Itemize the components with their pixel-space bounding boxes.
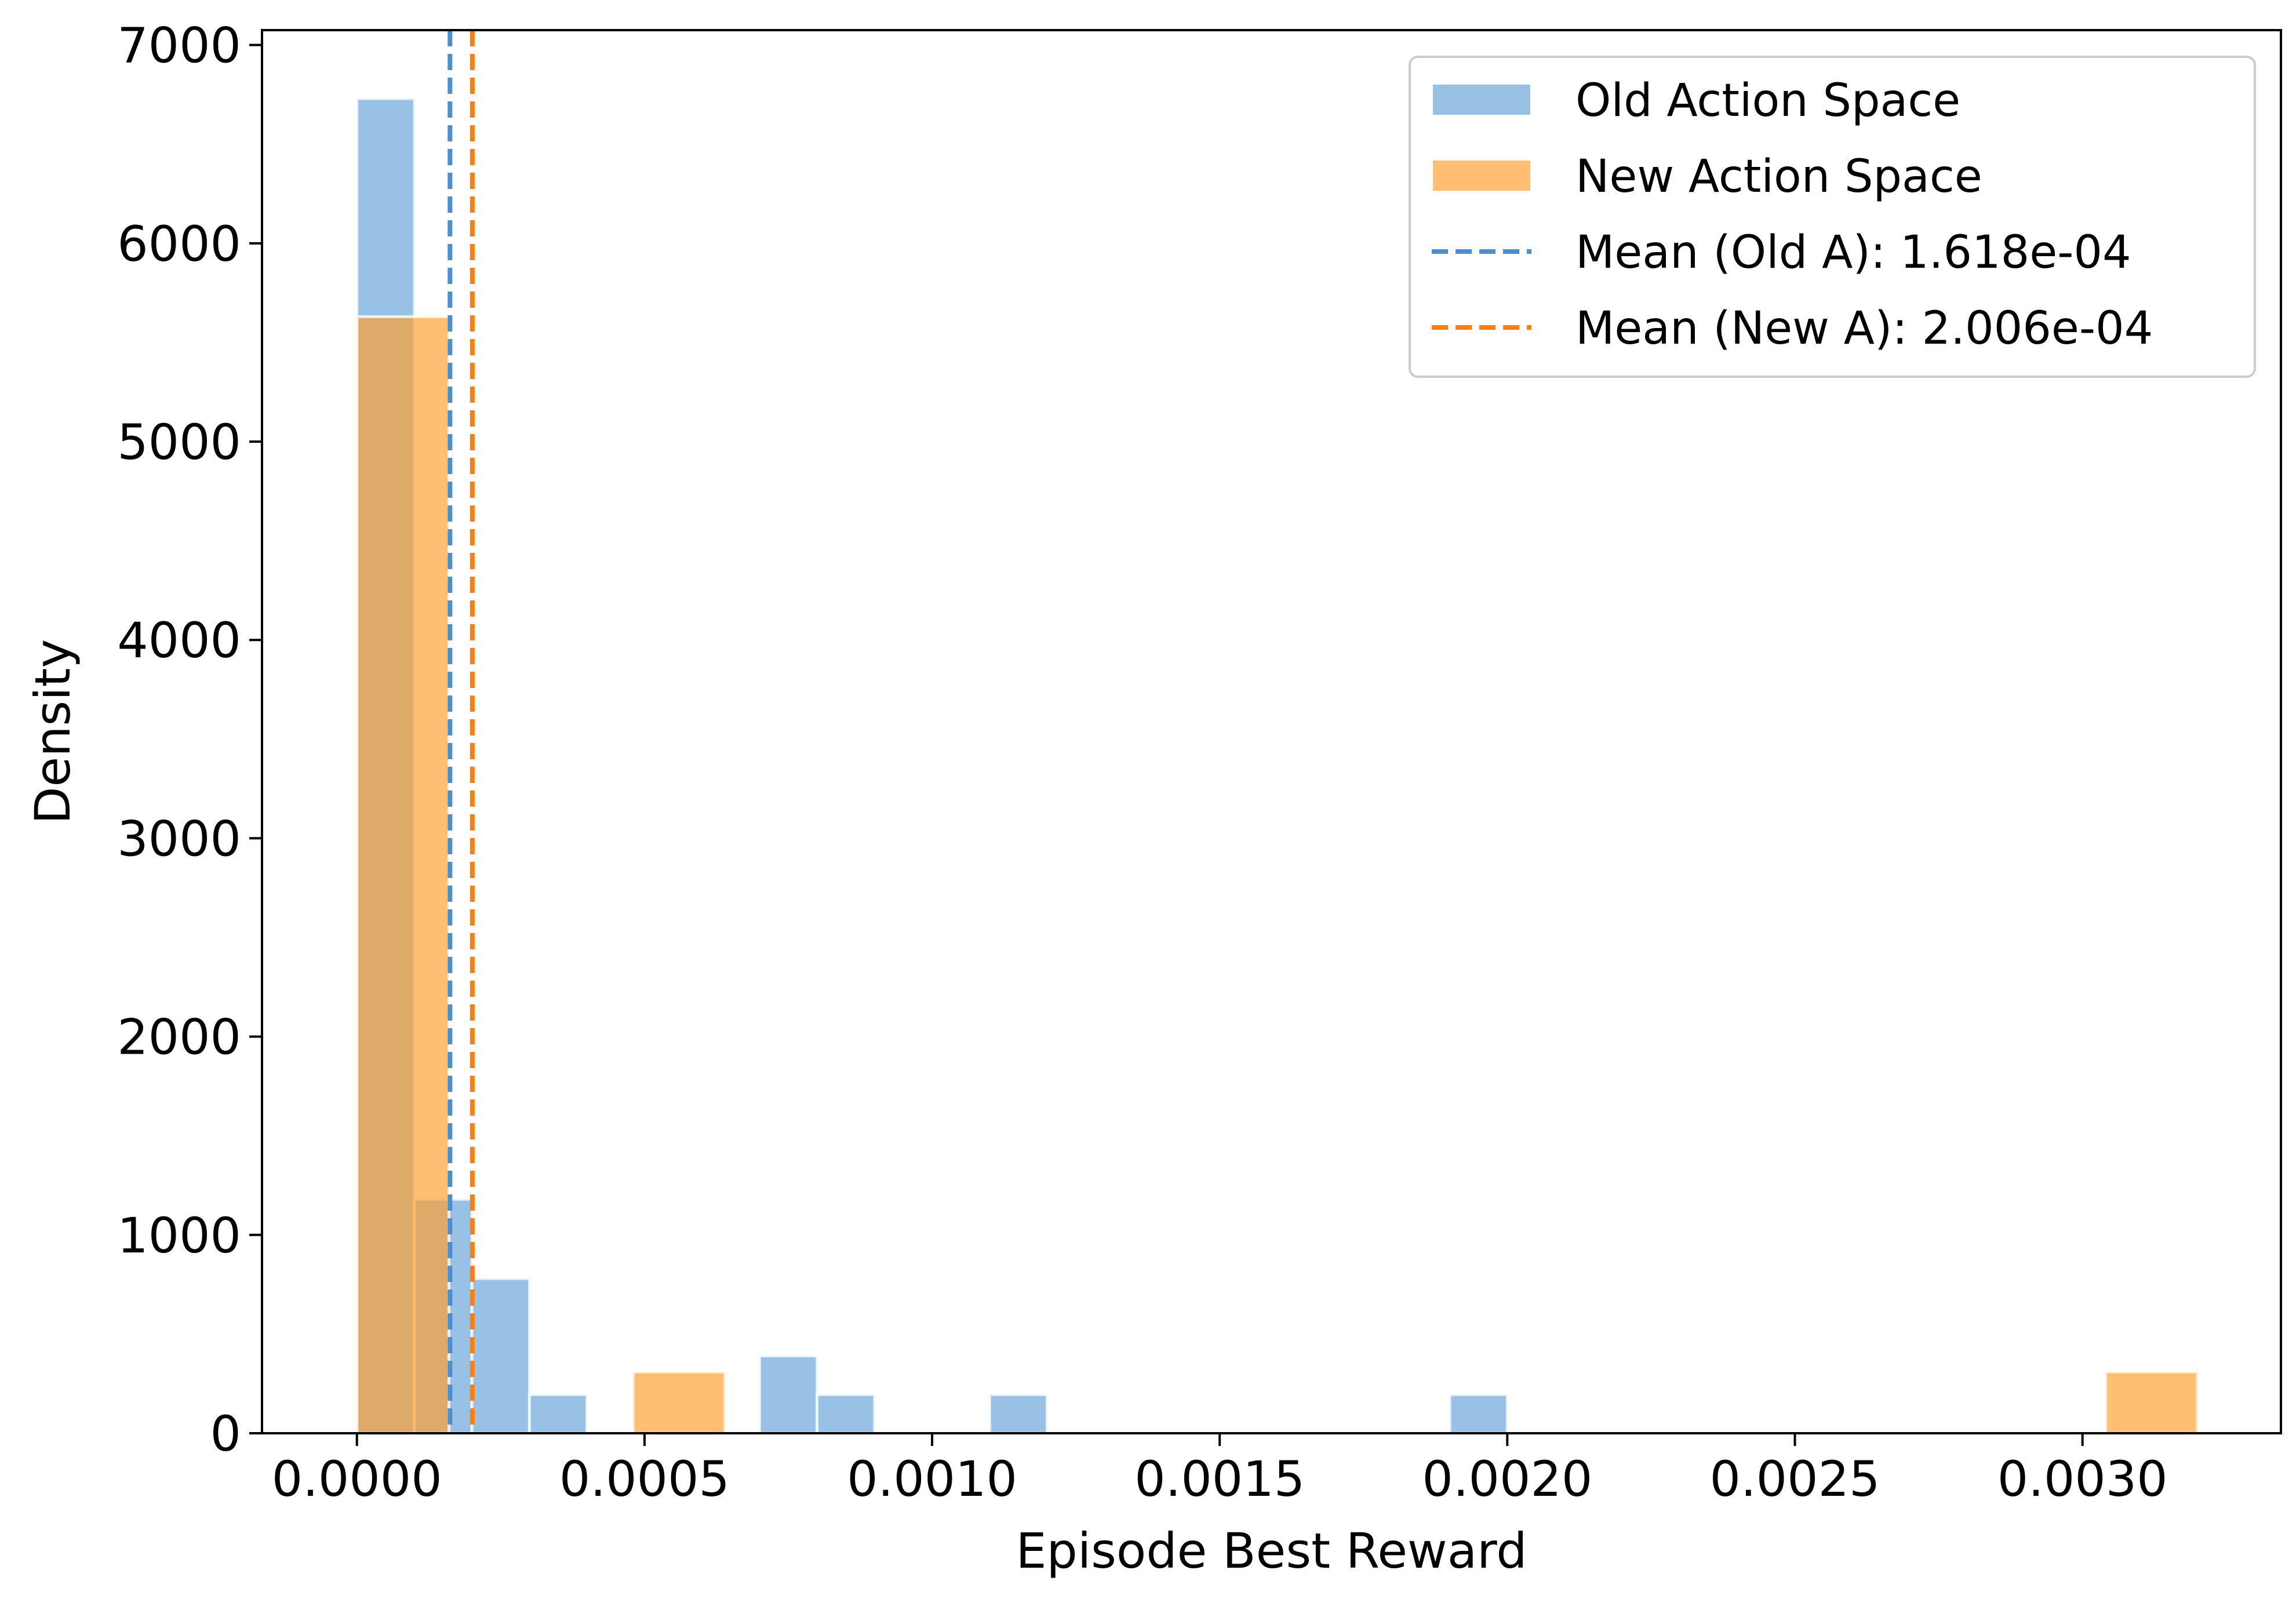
x-tick-label: 0.0000 [272,1451,442,1507]
mean-lines [447,30,475,1433]
legend-label: Mean (New A): 2.006e-04 [1575,303,2153,355]
legend-label: Old Action Space [1575,75,1960,127]
old-action-space-bars [355,97,1509,1435]
y-tick-label: 0 [210,1405,241,1462]
y-tick-label: 6000 [117,216,241,272]
legend-swatch [1431,158,1533,193]
x-tick-label: 0.0020 [1422,1451,1592,1507]
legend-swatch [1431,82,1533,117]
histogram-bar [470,1277,531,1435]
histogram-bar [988,1393,1049,1435]
histogram-bar [1448,1393,1509,1435]
y-tick-label: 3000 [117,810,241,867]
x-tick-label: 0.0025 [1710,1451,1880,1507]
y-tick-label: 5000 [117,414,241,471]
y-axis-ticks: 0 1000 2000 3000 4000 5000 6000 7000 [117,17,262,1462]
x-tick-label: 0.0005 [559,1451,730,1507]
histogram-bar [758,1354,819,1435]
y-tick-label: 2000 [117,1009,241,1066]
new-action-space-bars [355,315,2199,1435]
x-axis-ticks: 0.0000 0.0005 0.0010 0.0015 0.0020 0.0025 0.00… [272,1433,2168,1507]
legend-label: New Action Space [1575,151,1982,203]
histogram-bar [631,1370,727,1435]
legend: Old Action Space New Action Space Mean (Ol… [1409,56,2256,378]
legend-box [1409,56,2256,378]
x-tick-label: 0.0010 [847,1451,1017,1507]
y-axis-title: Density [24,639,81,824]
y-tick-label: 7000 [117,17,241,74]
histogram-bar [816,1393,876,1435]
x-tick-label: 0.0030 [1997,1451,2168,1507]
histogram-bar [355,315,450,1435]
y-tick-label: 1000 [117,1207,241,1264]
legend-label: Mean (Old A): 1.618e-04 [1575,227,2131,279]
y-tick-label: 4000 [117,612,241,669]
x-axis-title: Episode Best Reward [1016,1522,1527,1579]
histogram-bar [527,1393,589,1435]
histogram-bar [2104,1370,2199,1435]
x-tick-label: 0.0015 [1134,1451,1305,1507]
plot-frame [261,29,2282,1434]
